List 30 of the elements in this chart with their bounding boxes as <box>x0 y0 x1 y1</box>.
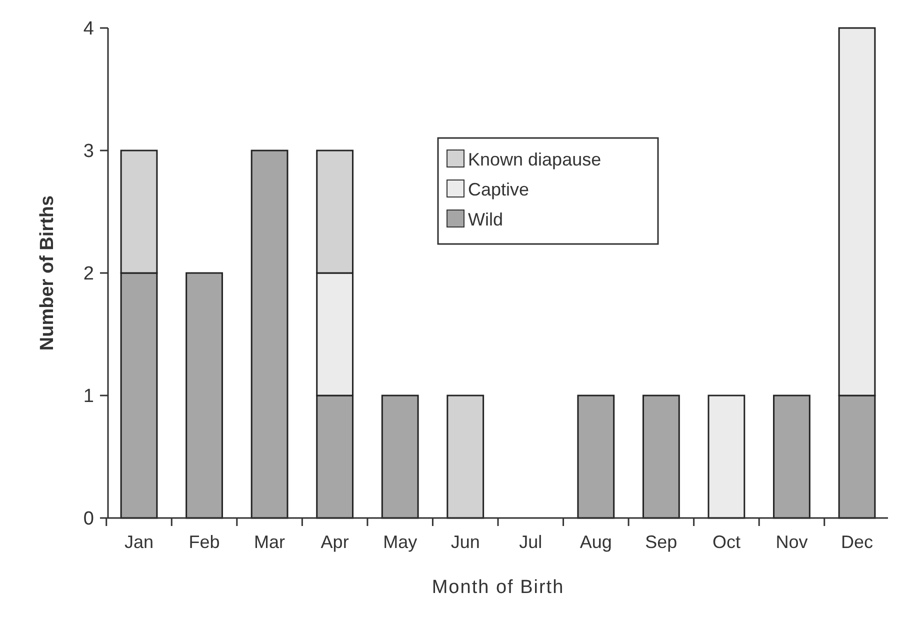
bar <box>708 394 746 519</box>
y-axis-title: Number of Births <box>37 195 58 351</box>
x-tick-label: Oct <box>712 532 740 552</box>
x-tick-label: May <box>383 532 418 552</box>
x-tick-label: Apr <box>320 532 349 552</box>
y-tick-label: 4 <box>83 18 94 40</box>
x-tick-label: Jul <box>519 532 542 552</box>
bar <box>577 394 615 519</box>
bar <box>186 272 223 519</box>
legend-label: Known diapause <box>468 149 602 170</box>
legend-label: Wild <box>468 209 503 230</box>
x-tick-label: Aug <box>580 532 612 552</box>
legend-label: Captive <box>468 179 530 200</box>
x-tick-label: Feb <box>188 532 220 552</box>
x-tick-label: Mar <box>254 532 286 552</box>
x-tick-label: Sep <box>645 532 678 552</box>
y-tick-label: 3 <box>83 141 94 162</box>
x-axis-title: Month of Birth <box>432 577 564 598</box>
y-tick-label: 1 <box>83 386 94 408</box>
y-tick-label: 0 <box>83 508 94 530</box>
bar <box>381 394 419 519</box>
x-tick-label: Jan <box>124 532 154 552</box>
x-tick-label: Dec <box>840 532 874 552</box>
bar <box>446 394 484 519</box>
x-tick-label: Jun <box>450 532 480 552</box>
x-tick-label: Nov <box>776 532 808 552</box>
bar <box>773 394 810 519</box>
y-tick-label: 2 <box>83 264 94 285</box>
bar <box>642 394 680 519</box>
bar <box>250 150 288 519</box>
